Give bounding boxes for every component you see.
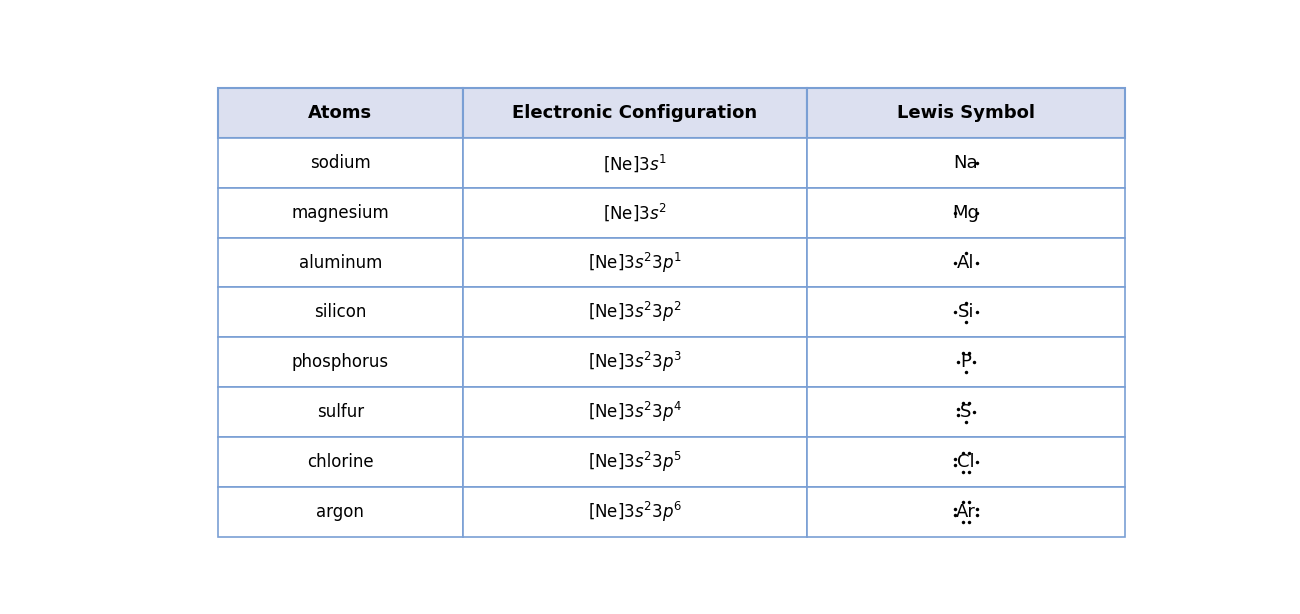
Text: Atoms: Atoms: [308, 104, 372, 122]
Text: Cl: Cl: [957, 453, 975, 471]
Bar: [218, 437, 463, 487]
Bar: [807, 88, 1124, 138]
Bar: [218, 287, 463, 337]
Text: S: S: [961, 403, 971, 421]
Bar: [463, 188, 807, 238]
Text: [Ne]3$s^{2}$3$p^{3}$: [Ne]3$s^{2}$3$p^{3}$: [588, 351, 682, 375]
Text: Electronic Configuration: Electronic Configuration: [512, 104, 758, 122]
Text: sodium: sodium: [309, 154, 370, 172]
Bar: [218, 337, 463, 387]
Bar: [218, 487, 463, 537]
Text: [Ne]3$s^{2}$3$p^{5}$: [Ne]3$s^{2}$3$p^{5}$: [588, 450, 682, 474]
Text: [Ne]3$s^{2}$: [Ne]3$s^{2}$: [603, 202, 667, 223]
Bar: [218, 238, 463, 287]
Bar: [807, 337, 1124, 387]
Bar: [807, 287, 1124, 337]
Bar: [807, 238, 1124, 287]
Text: aluminum: aluminum: [299, 254, 382, 271]
Bar: [218, 88, 463, 138]
Text: Al: Al: [957, 254, 975, 271]
Text: P: P: [961, 353, 971, 371]
Text: [Ne]3$s^{2}$3$p^{1}$: [Ne]3$s^{2}$3$p^{1}$: [588, 251, 682, 274]
Bar: [463, 138, 807, 188]
Text: sulfur: sulfur: [317, 403, 364, 421]
Text: Lewis Symbol: Lewis Symbol: [897, 104, 1035, 122]
Bar: [463, 287, 807, 337]
Bar: [807, 387, 1124, 437]
Text: [Ne]3$s^{2}$3$p^{4}$: [Ne]3$s^{2}$3$p^{4}$: [588, 400, 682, 424]
Bar: [463, 387, 807, 437]
Text: argon: argon: [316, 503, 364, 521]
Text: [Ne]3$s^{1}$: [Ne]3$s^{1}$: [603, 152, 667, 174]
Text: Si: Si: [958, 303, 974, 322]
Bar: [807, 138, 1124, 188]
Bar: [463, 487, 807, 537]
Text: magnesium: magnesium: [291, 204, 389, 222]
Bar: [463, 437, 807, 487]
Bar: [807, 487, 1124, 537]
Text: Na: Na: [954, 154, 979, 172]
Text: Mg: Mg: [953, 204, 979, 222]
Bar: [463, 88, 807, 138]
Text: [Ne]3$s^{2}$3$p^{6}$: [Ne]3$s^{2}$3$p^{6}$: [588, 500, 682, 524]
Text: silicon: silicon: [315, 303, 367, 322]
Bar: [218, 387, 463, 437]
Text: phosphorus: phosphorus: [291, 353, 389, 371]
Text: Ar: Ar: [956, 503, 976, 521]
Bar: [218, 188, 463, 238]
Bar: [218, 138, 463, 188]
Bar: [463, 337, 807, 387]
Text: chlorine: chlorine: [307, 453, 373, 471]
Text: [Ne]3$s^{2}$3$p^{2}$: [Ne]3$s^{2}$3$p^{2}$: [588, 300, 682, 324]
Bar: [807, 188, 1124, 238]
Bar: [463, 238, 807, 287]
Bar: [807, 437, 1124, 487]
